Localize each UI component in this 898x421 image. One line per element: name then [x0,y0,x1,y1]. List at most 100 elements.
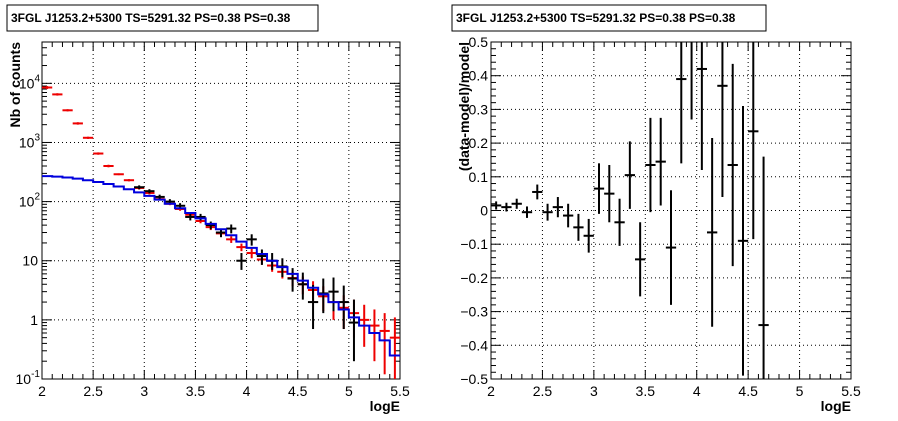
data-point [501,202,512,212]
data-point [348,299,360,362]
data-point [195,213,206,221]
residuals-panel: 3FGL J1253.2+5300 TS=5291.32 PS=0.38 PS=… [451,4,861,414]
x-tick-label: 5.5 [390,383,410,399]
data-point [246,234,257,246]
data-point [645,117,656,213]
y-tick-label: 0.4 [469,68,489,84]
data-point [521,206,533,218]
data-point [287,268,298,292]
y-tick-label: 0.3 [469,101,489,117]
data-point [593,163,605,214]
y-tick-label: −0.5 [460,371,488,387]
data-point [573,213,584,241]
x-tick-label: 3 [590,383,598,399]
data-point [665,190,677,305]
model-point [123,179,135,182]
data-point [307,284,319,330]
model-point [42,86,53,90]
model-point [93,152,104,155]
x-tick-label: 2 [38,383,46,399]
model-point [103,164,114,168]
x-tick-label: 4 [243,383,251,399]
data-point [614,198,625,246]
model-point [369,309,380,362]
data-point [328,277,339,312]
data-point [542,203,553,221]
y-tick-label: 10 [22,253,38,269]
data-point [563,203,574,228]
data-point [144,189,155,194]
model-point [113,173,124,176]
y-tick-label: 0 [480,203,488,219]
chart-title: 3FGL J1253.2+5300 TS=5291.32 PS=0.38 PS=… [11,11,291,25]
title-box [6,4,319,32]
title-box [451,4,767,32]
model-point [389,317,400,379]
chart-title: 3FGL J1253.2+5300 TS=5291.32 PS=0.38 PS=… [456,11,736,25]
x-tick-label: 2.5 [533,383,553,399]
x-tick-label: 4.5 [738,383,758,399]
data-point [707,138,718,327]
y-tick-label: 103 [19,132,41,150]
data-point [205,221,216,230]
data-point [635,222,646,297]
x-tick-label: 4.5 [288,383,308,399]
data-point [532,184,543,200]
data-layer [491,42,769,379]
y-tick-label: −0.1 [460,236,488,252]
data-layer [42,86,400,379]
model-point [236,243,247,252]
model-point [82,136,94,139]
data-point [226,224,237,234]
y-tick-label: −0.3 [460,304,488,320]
data-point [236,253,247,270]
data-point [748,42,759,240]
data-point [758,156,769,379]
model-point [226,236,237,243]
data-point [338,285,349,330]
x-tick-label: 3.5 [186,383,206,399]
x-tick-label: 2.5 [83,383,103,399]
x-axis-label: logE [821,398,851,414]
x-tick-label: 2 [487,383,495,399]
data-point [604,165,615,223]
model-point [62,109,73,112]
data-point [696,42,707,171]
data-point [583,218,594,253]
data-point [297,272,308,300]
model-point [246,248,257,259]
data-point [256,249,268,265]
data-point [511,198,522,209]
x-tick-label: 3 [140,383,148,399]
y-tick-label: 102 [19,192,41,210]
y-tick-label: 10-1 [16,369,41,387]
data-point [154,194,165,200]
y-tick-label: 1 [30,312,38,328]
data-point [624,141,635,209]
x-axis-label: logE [370,398,400,414]
x-tick-label: 4 [693,383,701,399]
y-tick-label: −0.2 [460,270,488,286]
data-point [491,201,502,210]
data-point [737,106,749,376]
x-tick-label: 3.5 [636,383,656,399]
data-point [185,213,196,221]
model-point [72,122,83,125]
x-tick-label: 5 [796,383,804,399]
model-point [52,93,63,96]
plot-frame [41,41,401,380]
data-point [690,42,693,120]
y-tick-label: 0.1 [469,169,489,185]
x-tick-label: 5.5 [841,383,861,399]
x-tick-label: 5 [345,383,353,399]
model-step-line [42,175,400,357]
data-point [655,117,666,206]
y-axis-label: (data-model)/model [456,42,472,171]
data-point [552,197,563,218]
counts-panel: 3FGL J1253.2+5300 TS=5291.32 PS=0.38 PS=… [6,4,410,414]
data-point [717,42,728,198]
model-point [379,313,390,375]
y-tick-label: 0.5 [469,34,489,50]
y-tick-label: −0.4 [460,337,488,353]
